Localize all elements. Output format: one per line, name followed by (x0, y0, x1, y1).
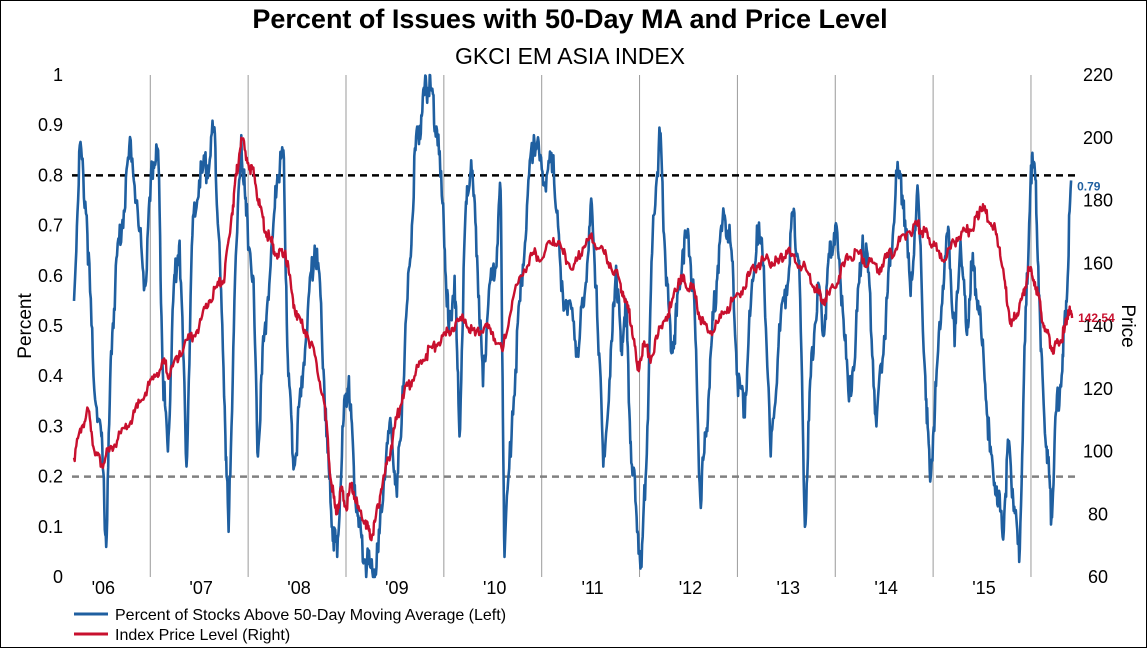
series-layer (72, 73, 1074, 579)
right-tick-label: 140 (1083, 316, 1113, 336)
left-tick-label: 0.7 (38, 216, 63, 236)
left-tick-label: 0.3 (38, 416, 63, 436)
chart-title: Percent of Issues with 50-Day MA and Pri… (252, 4, 888, 34)
left-tick-label: 0.8 (38, 165, 63, 185)
x-tick-label: '08 (287, 578, 310, 598)
left-tick-label: 0.2 (38, 467, 63, 487)
right-tick-label: 80 (1088, 504, 1108, 524)
legend-label: Percent of Stocks Above 50-Day Moving Av… (115, 607, 506, 624)
right-axis-label: Price (1117, 304, 1138, 347)
right-tick-label: 100 (1083, 442, 1113, 462)
x-tick-label: '15 (972, 578, 995, 598)
left-tick-label: 0.9 (38, 115, 63, 135)
x-tick-label: '13 (777, 578, 800, 598)
right-tick-label: 200 (1083, 128, 1113, 148)
series-line-price (72, 136, 1074, 542)
series-line-percent (72, 73, 1073, 579)
left-tick-label: 0.5 (38, 316, 63, 336)
right-tick-label: 160 (1083, 253, 1113, 273)
end-labels: 0.79 142.54 (1077, 179, 1115, 325)
x-tick-label: '09 (385, 578, 408, 598)
right-tick-label: 60 (1088, 567, 1108, 587)
left-tick-label: 0.6 (38, 266, 63, 286)
x-tick-label: '14 (874, 578, 897, 598)
left-tick-label: 1 (53, 65, 63, 85)
left-axis-ticks: 0 0.1 0.2 0.3 0.4 0.5 0.6 0.7 0.8 0.9 1 (38, 65, 63, 587)
legend: Percent of Stocks Above 50-Day Moving Av… (74, 607, 506, 644)
x-tick-label: '07 (189, 578, 212, 598)
x-tick-label: '06 (92, 578, 115, 598)
x-tick-label: '11 (582, 578, 604, 598)
x-tick-label: '10 (483, 578, 506, 598)
end-label: 0.79 (1077, 179, 1101, 193)
right-tick-label: 180 (1083, 191, 1113, 211)
left-tick-label: 0.4 (38, 366, 63, 386)
end-label: 142.54 (1078, 311, 1115, 325)
right-tick-label: 220 (1083, 65, 1113, 85)
legend-label: Index Price Level (Right) (115, 627, 290, 644)
left-tick-label: 0.1 (38, 517, 63, 537)
left-tick-label: 0 (53, 567, 63, 587)
x-tick-label: '12 (679, 578, 702, 598)
x-axis-ticks: '06 '07 '08 '09 '10 '11 '12 '13 '14 '15 (92, 578, 996, 598)
right-axis-ticks: 60 80 100 120 140 160 180 200 220 (1083, 65, 1113, 587)
right-tick-label: 120 (1083, 379, 1113, 399)
chart-subtitle: GKCI EM ASIA INDEX (454, 43, 686, 69)
left-axis-label: Percent (15, 293, 36, 359)
